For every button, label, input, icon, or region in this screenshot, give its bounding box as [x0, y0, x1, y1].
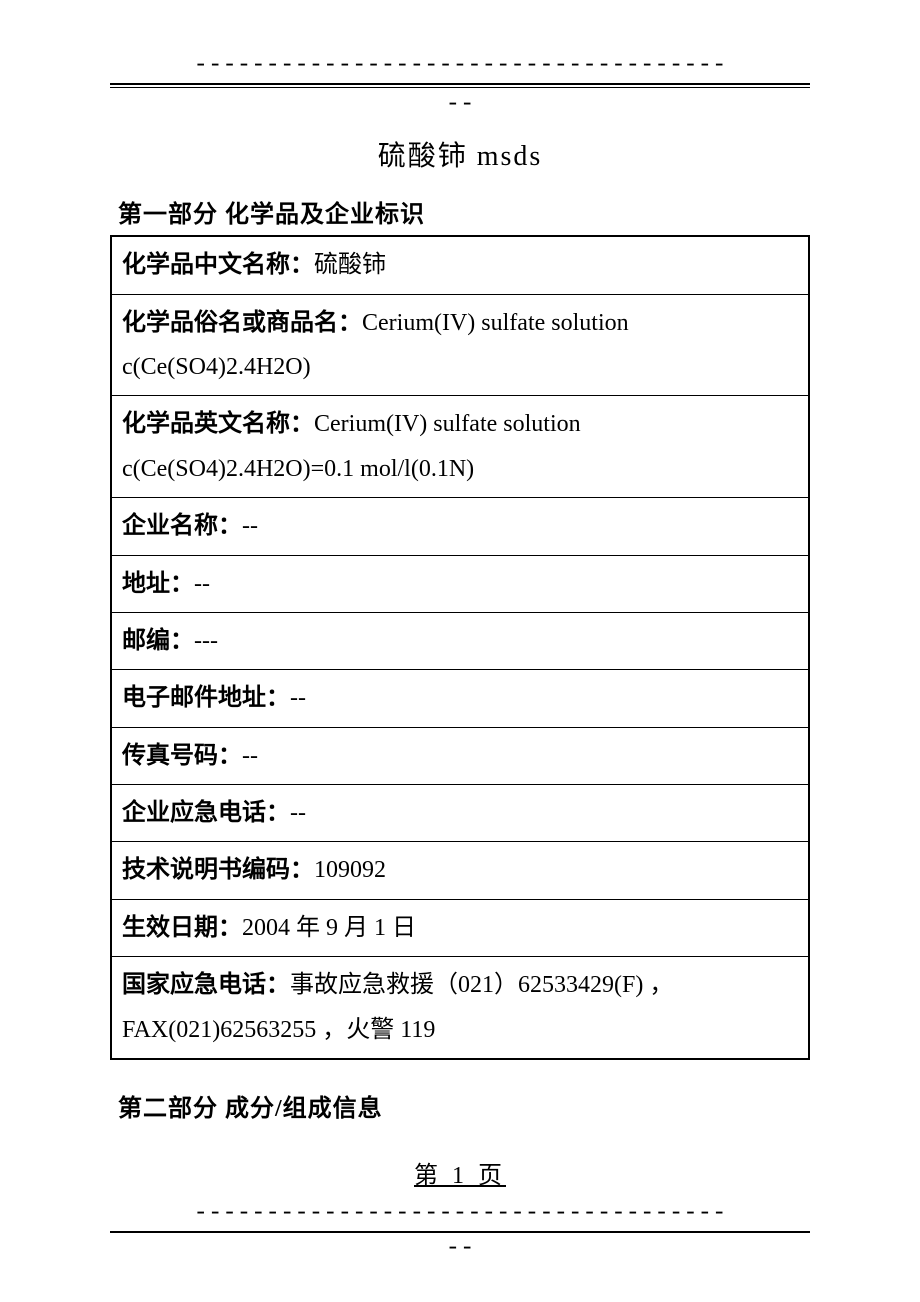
- row-cell: 邮编：---: [111, 612, 809, 669]
- table-row: 电子邮件地址：--: [111, 670, 809, 727]
- footer-dashes-bottom: --: [110, 1235, 810, 1262]
- row-cell: 化学品英文名称：Cerium(IV) sulfate solution c(Ce…: [111, 396, 809, 498]
- field-value: --: [242, 743, 258, 769]
- page-number: 第 1 页: [414, 1155, 506, 1190]
- row-cell: 技术说明书编码：109092: [111, 842, 809, 899]
- page-wrapper: ------------------------------------- --…: [0, 0, 920, 1302]
- field-value: --: [242, 513, 258, 539]
- field-label: 邮编：: [122, 628, 194, 654]
- field-label: 企业应急电话：: [122, 800, 290, 826]
- table-row: 企业名称：--: [111, 498, 809, 555]
- field-value: 2004 年 9 月 1 日: [242, 915, 416, 941]
- field-label: 企业名称：: [122, 513, 242, 539]
- header-dashes-top: -------------------------------------: [110, 50, 810, 81]
- field-label: 化学品中文名称：: [122, 252, 314, 278]
- section2-heading: 第二部分 成分/组成信息: [118, 1088, 810, 1123]
- footer-rule-thick: [110, 1231, 810, 1233]
- footer-block: 第 1 页 ----------------------------------…: [110, 1155, 810, 1262]
- field-label: 地址：: [122, 571, 194, 597]
- table-row: 企业应急电话：--: [111, 785, 809, 842]
- field-label: 生效日期：: [122, 915, 242, 941]
- table-row: 地址：--: [111, 555, 809, 612]
- row-cell: 国家应急电话：事故应急救援（021）62533429(F) ，FAX(021)6…: [111, 957, 809, 1059]
- row-cell: 企业应急电话：--: [111, 785, 809, 842]
- table-row: 邮编：---: [111, 612, 809, 669]
- header-dashes-bottom: --: [110, 91, 810, 118]
- row-cell: 生效日期：2004 年 9 月 1 日: [111, 899, 809, 956]
- table-row: 国家应急电话：事故应急救援（021）62533429(F) ，FAX(021)6…: [111, 957, 809, 1059]
- row-cell: 企业名称：--: [111, 498, 809, 555]
- table-row: 化学品中文名称：硫酸铈: [111, 236, 809, 294]
- field-value: --: [290, 685, 306, 711]
- field-label: 化学品俗名或商品名：: [122, 310, 362, 336]
- table-row: 化学品俗名或商品名：Cerium(IV) sulfate solution c(…: [111, 294, 809, 396]
- row-cell: 化学品俗名或商品名：Cerium(IV) sulfate solution c(…: [111, 294, 809, 396]
- field-value: 109092: [314, 857, 386, 883]
- field-value: --: [194, 571, 210, 597]
- row-cell: 电子邮件地址：--: [111, 670, 809, 727]
- table-row: 生效日期：2004 年 9 月 1 日: [111, 899, 809, 956]
- table-row: 传真号码：--: [111, 727, 809, 784]
- header-rule-thick: [110, 83, 810, 85]
- field-value: ---: [194, 628, 218, 654]
- field-label: 国家应急电话：: [122, 972, 290, 998]
- field-label: 化学品英文名称：: [122, 411, 314, 437]
- field-value: 硫酸铈: [314, 252, 386, 278]
- section1-table: 化学品中文名称：硫酸铈 化学品俗名或商品名：Cerium(IV) sulfate…: [110, 235, 810, 1060]
- footer-dashes-top: -------------------------------------: [110, 1198, 810, 1229]
- header-block: ------------------------------------- --: [110, 50, 810, 118]
- field-label: 电子邮件地址：: [122, 685, 290, 711]
- row-cell: 化学品中文名称：硫酸铈: [111, 236, 809, 294]
- section1-heading: 第一部分 化学品及企业标识: [118, 194, 810, 229]
- row-cell: 地址：--: [111, 555, 809, 612]
- field-label: 技术说明书编码：: [122, 857, 314, 883]
- field-label: 传真号码：: [122, 743, 242, 769]
- document-title: 硫酸铈 msds: [110, 134, 810, 174]
- field-value: --: [290, 800, 306, 826]
- table-row: 化学品英文名称：Cerium(IV) sulfate solution c(Ce…: [111, 396, 809, 498]
- header-rule-thin: [110, 87, 810, 88]
- table-row: 技术说明书编码：109092: [111, 842, 809, 899]
- row-cell: 传真号码：--: [111, 727, 809, 784]
